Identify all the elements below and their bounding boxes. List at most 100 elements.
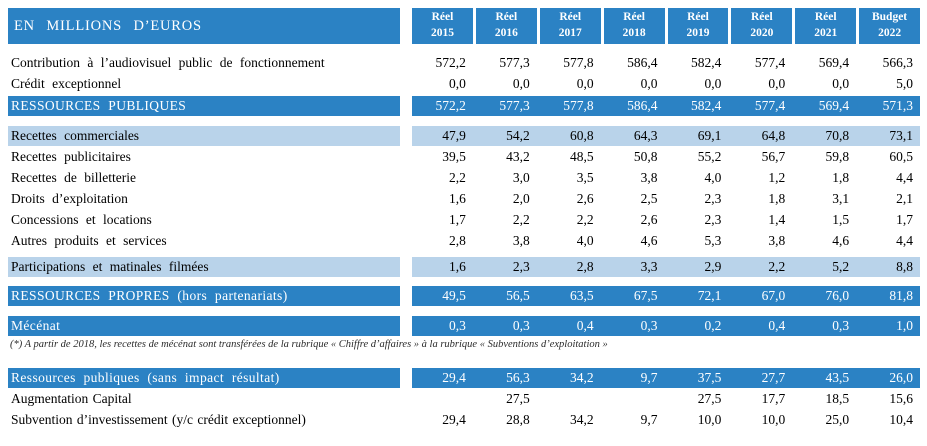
value-cell: 0,0 [832, 76, 850, 91]
value-cell: 0,0 [512, 76, 530, 91]
table-row: Contribution à l’audiovisuel public de f… [8, 52, 920, 73]
value-cell: 4,6 [832, 233, 850, 248]
row-values: 1,7 2,2 2,2 2,6 2,3 1,4 1,5 1,7 [412, 209, 920, 230]
row-label-box: Ressources publiques (sans impact résult… [8, 368, 400, 388]
table-row: RESSOURCES PUBLIQUES 572,2 577,3 577,8 586,4… [8, 96, 920, 116]
table-row: Concessions et locations 1,7 2,2 2,2 2,6 2,3 1… [8, 209, 920, 230]
value-cell: 2,3 [704, 212, 722, 227]
section-recettes-commerciales: Recettes commerciales 47,9 54,2 60,8 64,3 69,… [8, 126, 920, 251]
row-label-box: Concessions et locations [8, 209, 400, 230]
row-label-box: Crédit exceptionnel [8, 73, 400, 94]
table-body: Contribution à l’audiovisuel public de f… [8, 52, 920, 430]
value-cell: 27,5 [506, 391, 530, 406]
value-cell: 577,8 [563, 55, 594, 70]
section-ressources-propres: RESSOURCES PROPRES (hors partenariats) 49… [8, 286, 920, 306]
value-cell: 27,7 [761, 370, 786, 385]
column-header-2018: Réel 2018 [603, 8, 665, 44]
row-values: 27,5 27,5 17,7 18,5 15,6 [412, 388, 920, 409]
value-cell: 1,4 [768, 212, 786, 227]
value-cell: 1,7 [449, 212, 466, 227]
row-label-box: Participations et matinales filmées [8, 257, 400, 277]
value-cell: 10,0 [761, 412, 786, 427]
row-values: 572,2 577,3 577,8 586,4 582,4 577,4 569,4 571,3 [412, 96, 920, 116]
value-cell: 4,0 [704, 170, 722, 185]
column-header-type: Réel [495, 11, 518, 24]
value-cell: 571,3 [882, 98, 913, 113]
value-cell: 9,7 [640, 412, 658, 427]
value-cell: 18,5 [825, 391, 850, 406]
value-cell: 34,2 [570, 412, 594, 427]
row-values: 47,9 54,2 60,8 64,3 69,1 64,8 70,8 73,1 [412, 126, 920, 146]
value-cell: 0,4 [768, 318, 786, 333]
value-cell: 2,6 [576, 191, 594, 206]
column-headers: Réel 2015 Réel 2016 Réel 2017 Réel 2018 Réel 2019… [412, 8, 920, 44]
value-cell: 70,8 [825, 128, 850, 143]
value-cell: 566,3 [882, 55, 913, 70]
row-values: 572,2 577,3 577,8 586,4 582,4 577,4 569,4 566,3 [412, 52, 920, 73]
row-label: Droits d’exploitation [11, 191, 128, 206]
value-cell: 0,0 [449, 76, 466, 91]
value-cell: 10,0 [697, 412, 722, 427]
table-row: RESSOURCES PROPRES (hors partenariats) 49… [8, 286, 920, 306]
column-header-year: 2020 [750, 27, 774, 39]
section-participations: Participations et matinales filmées 1,6 2,… [8, 257, 920, 277]
row-values: 1,6 2,0 2,6 2,5 2,3 1,8 3,1 2,1 [412, 188, 920, 209]
value-cell: 34,2 [570, 370, 594, 385]
footnote: (*) A partir de 2018, les recettes de mé… [10, 339, 608, 350]
value-cell: 586,4 [627, 98, 658, 113]
value-cell: 72,1 [697, 288, 722, 303]
value-cell: 9,7 [640, 370, 658, 385]
row-values: 2,8 3,8 4,0 4,6 5,3 3,8 4,6 4,4 [412, 230, 920, 251]
value-cell: 569,4 [818, 98, 850, 113]
value-cell: 28,8 [506, 412, 530, 427]
value-cell: 1,7 [896, 212, 913, 227]
value-cell: 569,4 [818, 55, 850, 70]
row-label: Recettes publicitaires [11, 149, 131, 164]
row-values: 49,5 56,5 63,5 67,5 72,1 67,0 76,0 81,8 [412, 286, 920, 306]
value-cell: 2,2 [768, 259, 786, 274]
row-label-box: Mécénat [8, 316, 400, 336]
column-header-year: 2015 [430, 27, 454, 39]
value-cell: 1,8 [768, 191, 786, 206]
column-header-year: 2019 [686, 27, 710, 39]
column-header-2019: Réel 2019 [667, 8, 729, 44]
value-cell: 2,0 [512, 191, 530, 206]
value-cell: 3,0 [512, 170, 530, 185]
value-cell: 3,8 [768, 233, 786, 248]
table-row: Recettes commerciales 47,9 54,2 60,8 64,3 69,… [8, 126, 920, 146]
table-row: Recettes de billetterie 2,2 3,0 3,5 3,8 4,0 1,… [8, 167, 920, 188]
row-label: Autres produits et services [11, 233, 167, 248]
column-header-year: 2022 [878, 27, 902, 39]
value-cell: 4,4 [896, 170, 913, 185]
value-cell: 5,2 [832, 259, 850, 274]
value-cell: 3,8 [640, 170, 658, 185]
column-header-year: 2016 [494, 27, 518, 39]
value-cell: 2,2 [576, 212, 594, 227]
row-label-box: Contribution à l’audiovisuel public de f… [8, 52, 400, 73]
section-ressources-publiques: Contribution à l’audiovisuel public de f… [8, 52, 920, 116]
row-label-box: Subvention d’investissement (y/c crédit … [8, 409, 400, 430]
table-row: Mécénat 0,3 0,3 0,4 0,3 0,2 0,4 0,3 1,0 [8, 316, 920, 336]
value-cell: 1,0 [896, 318, 913, 333]
row-values: 2,2 3,0 3,5 3,8 4,0 1,2 1,8 4,4 [412, 167, 920, 188]
value-cell: 48,5 [570, 149, 594, 164]
row-label-box: Augmentation Capital [8, 388, 400, 409]
column-header-type: Réel [814, 11, 837, 24]
value-cell: 55,2 [697, 149, 722, 164]
value-cell: 1,5 [832, 212, 850, 227]
row-values: 0,3 0,3 0,4 0,3 0,2 0,4 0,3 1,0 [412, 316, 920, 336]
column-header-2016: Réel 2016 [475, 8, 537, 44]
table-row: Participations et matinales filmées 1,6 2,… [8, 257, 920, 277]
section-mecenat: Mécénat 0,3 0,3 0,4 0,3 0,2 0,4 0,3 1,0 (*) A par… [8, 316, 920, 350]
value-cell: 67,5 [633, 288, 658, 303]
value-cell: 50,8 [633, 149, 658, 164]
column-header-year: 2021 [814, 27, 838, 39]
value-cell: 2,1 [896, 191, 913, 206]
column-header-2020: Réel 2020 [731, 8, 793, 44]
row-label-box: Recettes de billetterie [8, 167, 400, 188]
row-label: Participations et matinales filmées [11, 259, 209, 274]
value-cell: 0,0 [576, 76, 594, 91]
row-label: Mécénat [11, 318, 61, 333]
value-cell: 2,8 [449, 233, 466, 248]
